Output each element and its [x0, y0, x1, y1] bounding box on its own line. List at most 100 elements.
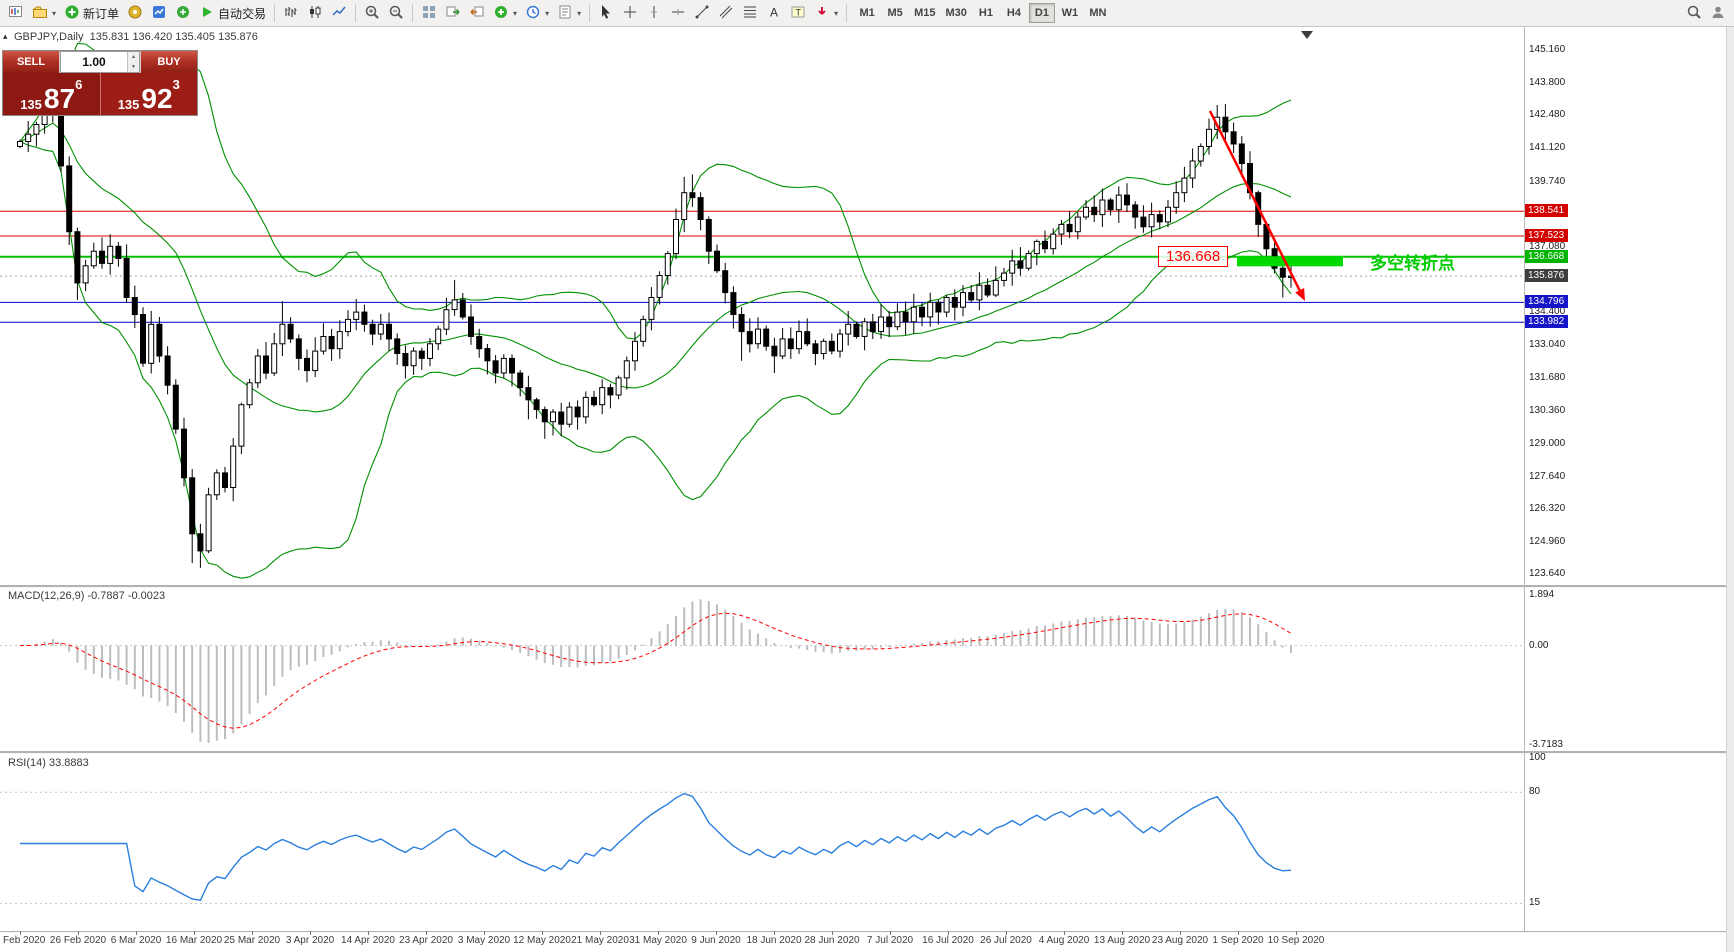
- chart-profiles-button[interactable]: ▾: [28, 2, 60, 24]
- price-axis-label: 127.640: [1529, 470, 1566, 482]
- auto-scroll-button[interactable]: [441, 2, 465, 24]
- arrows-button[interactable]: ▾: [810, 2, 842, 24]
- search-icon: [1686, 4, 1702, 23]
- arrows-icon: [814, 4, 830, 23]
- buy-button[interactable]: BUY: [141, 51, 197, 73]
- crosshair-button[interactable]: [618, 2, 642, 24]
- price-axis-label: 129.000: [1529, 437, 1566, 449]
- trendline-button[interactable]: [690, 2, 714, 24]
- lot-size-value[interactable]: 1.00: [82, 55, 106, 69]
- time-axis-label: 13 Aug 2020: [1093, 935, 1151, 946]
- toolbar-separator: [355, 4, 357, 22]
- time-axis-tick: [1238, 931, 1239, 935]
- chart-ohlc-line: GBPJPY,Daily 135.831 136.420 135.405 135…: [14, 31, 258, 43]
- timeframe-m30-button[interactable]: M30: [942, 3, 971, 23]
- turning-point-text[interactable]: 多空转折点: [1370, 253, 1455, 273]
- market-watch-button[interactable]: [147, 2, 171, 24]
- timeframe-w1-button[interactable]: W1: [1057, 3, 1083, 23]
- one-click-trading-panel: SELL 1.00 BUY 135 87 6 135: [2, 50, 198, 116]
- price-annotation-label[interactable]: 136.668: [1158, 245, 1229, 267]
- text-button[interactable]: A: [762, 2, 786, 24]
- toolbar-separator: [412, 4, 414, 22]
- search-button[interactable]: [1682, 2, 1706, 24]
- new-chart-button[interactable]: [4, 2, 28, 24]
- lot-increase-button[interactable]: [128, 52, 139, 62]
- new-order-icon: [64, 4, 80, 23]
- vertical-line-button[interactable]: [642, 2, 666, 24]
- fibonacci-retracement-button[interactable]: [738, 2, 762, 24]
- highlight-rectangle: [1237, 256, 1343, 267]
- price-axis-label: 142.480: [1529, 109, 1566, 121]
- price-chart-canvas[interactable]: [0, 27, 1734, 952]
- time-axis-tick: [716, 931, 717, 935]
- arrows-caret-icon: ▾: [834, 8, 839, 18]
- trend-arrow: [1208, 110, 1301, 291]
- one-click-toggle-icon[interactable]: [3, 30, 8, 42]
- time-axis-tick: [1180, 931, 1181, 935]
- macd-axis-label: 0.00: [1529, 639, 1549, 651]
- timeframe-mn-button[interactable]: MN: [1085, 3, 1111, 23]
- tile-windows-button[interactable]: [417, 2, 441, 24]
- sell-price-base: 135: [20, 97, 42, 112]
- time-axis-tick: [1296, 931, 1297, 935]
- timeframe-h1-button[interactable]: H1: [973, 3, 999, 23]
- zoom-out-button[interactable]: [384, 2, 408, 24]
- chart-window[interactable]: GBPJPY,Daily 135.831 136.420 135.405 135…: [0, 27, 1734, 952]
- expert-advisors-button[interactable]: [123, 2, 147, 24]
- timeframe-m1-button[interactable]: M1: [854, 3, 880, 23]
- price-axis-label: 143.800: [1529, 77, 1566, 89]
- time-axis-tick: [1064, 931, 1065, 935]
- line-chart-mode-button[interactable]: [327, 2, 351, 24]
- price-badge: 136.668: [1525, 249, 1569, 263]
- sell-price-display[interactable]: 135 87 6: [3, 73, 101, 115]
- vertical-scrollbar[interactable]: [1726, 27, 1734, 952]
- new-chart-icon: [8, 4, 24, 23]
- sell-button[interactable]: SELL: [3, 51, 59, 73]
- chart-shift-button[interactable]: [465, 2, 489, 24]
- zoom-in-button[interactable]: [360, 2, 384, 24]
- indicators-list-button[interactable]: ▾: [489, 2, 521, 24]
- autotrading-button[interactable]: 自动交易: [195, 2, 270, 24]
- text-label-icon: T: [790, 4, 806, 23]
- crosshair-icon: [622, 4, 638, 23]
- timeframe-d1-button[interactable]: D1: [1028, 3, 1055, 23]
- new-order-button[interactable]: 新订单: [60, 2, 123, 24]
- zoom-in-icon: [364, 4, 380, 23]
- buy-price-pips: 92: [141, 83, 173, 114]
- toolbar-separator: [846, 4, 848, 22]
- bar-chart-mode-icon: [283, 4, 299, 23]
- periods-list-icon: [525, 4, 541, 23]
- navigator-button[interactable]: [171, 2, 195, 24]
- time-axis-label: 21 May 2020: [571, 935, 629, 946]
- time-axis-tick: [948, 931, 949, 935]
- cursor-button[interactable]: [594, 2, 618, 24]
- buy-price-point: 3: [172, 77, 180, 92]
- horizontal-line-button[interactable]: [666, 2, 690, 24]
- templates-button[interactable]: ▾: [553, 2, 585, 24]
- text-label-button[interactable]: T: [786, 2, 810, 24]
- timeframe-m15-button[interactable]: M15: [910, 3, 939, 23]
- rsi-panel-splitter[interactable]: [0, 751, 1734, 754]
- timeframe-h4-button[interactable]: H4: [1001, 3, 1027, 23]
- time-axis-label: 10 Sep 2020: [1267, 935, 1325, 946]
- time-axis-tick: [78, 931, 79, 935]
- templates-caret-icon: ▾: [577, 8, 582, 18]
- periods-list-button[interactable]: ▾: [521, 2, 553, 24]
- price-axis-label: 139.740: [1529, 175, 1566, 187]
- buy-price-display[interactable]: 135 92 3: [100, 73, 197, 115]
- community-button[interactable]: [1706, 2, 1730, 24]
- time-axis-label: 3 May 2020: [457, 935, 511, 946]
- lot-decrease-button[interactable]: [128, 62, 139, 72]
- price-axis-label: 134.400: [1529, 306, 1566, 318]
- time-axis-tick: [194, 931, 195, 935]
- ohlc-values: 135.831 136.420 135.405 135.876: [89, 31, 258, 43]
- macd-panel-splitter[interactable]: [0, 585, 1734, 588]
- bar-chart-mode-button[interactable]: [279, 2, 303, 24]
- new-order-label: 新订单: [83, 6, 120, 21]
- timeframe-m5-button[interactable]: M5: [882, 3, 908, 23]
- time-axis-label: 9 Jun 2020: [691, 935, 741, 946]
- candlestick-mode-button[interactable]: [303, 2, 327, 24]
- lot-size-field[interactable]: 1.00: [60, 51, 140, 73]
- time-axis-label: 28 Jun 2020: [804, 935, 860, 946]
- equidistant-channel-button[interactable]: [714, 2, 738, 24]
